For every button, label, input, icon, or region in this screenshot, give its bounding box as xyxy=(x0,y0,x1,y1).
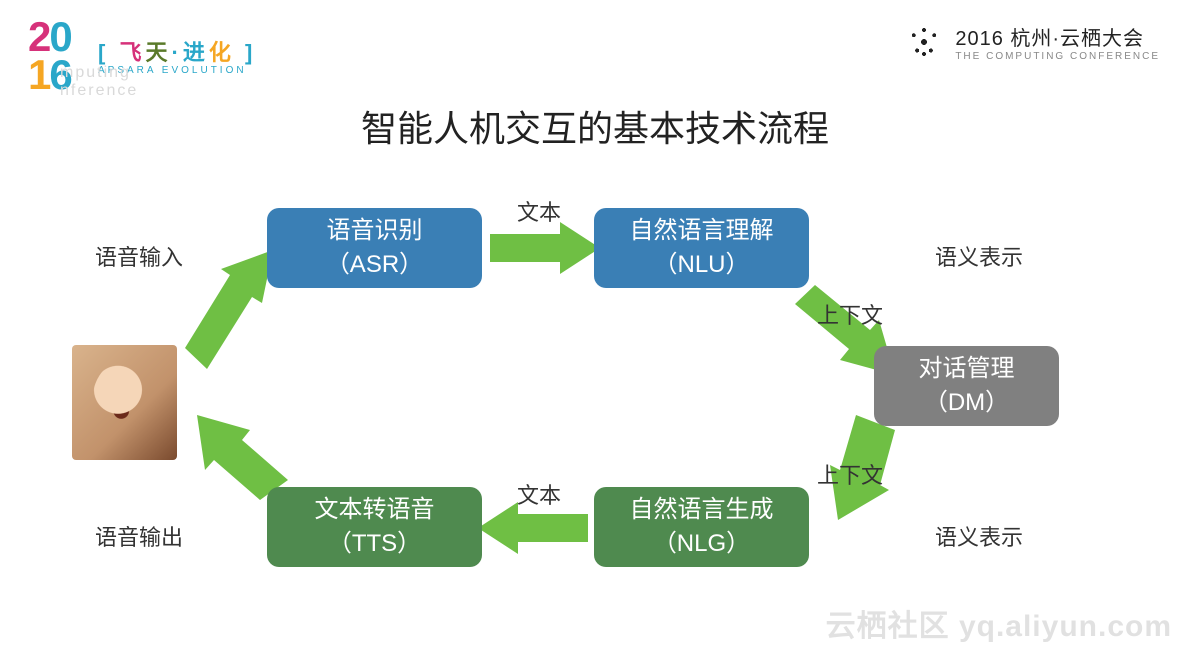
logo-right-line1: 2016 杭州·云栖大会 xyxy=(955,22,1160,51)
edge-label-e4: 语义表示 xyxy=(935,520,1023,552)
node-nlu-line2: （NLU） xyxy=(653,248,749,282)
node-nlu: 自然语言理解（NLU） xyxy=(594,208,809,288)
arrow-e2 xyxy=(490,222,600,274)
edge-label-e4-b: 上下文 xyxy=(817,458,883,490)
watermark: 云栖社区 yq.aliyun.com xyxy=(826,601,1172,645)
node-nlg-line2: （NLG） xyxy=(653,527,750,561)
node-asr-line2: （ASR） xyxy=(326,248,423,282)
node-nlg: 自然语言生成（NLG） xyxy=(594,487,809,567)
node-asr: 语音识别（ASR） xyxy=(267,208,482,288)
node-tts-line2: （TTS） xyxy=(328,527,421,561)
edge-label-e3-b: 上下文 xyxy=(817,298,883,330)
node-dm-line1: 对话管理 xyxy=(919,352,1015,386)
user-image xyxy=(72,345,177,460)
logo-left-faded-l1: mputing xyxy=(60,64,131,81)
node-dm: 对话管理（DM） xyxy=(874,346,1059,426)
logo-right-line2: THE COMPUTING CONFERENCE xyxy=(955,51,1160,62)
logo-left-faded: mputing nference xyxy=(60,64,138,99)
slide-stage: 20 16 [ 飞天·进化 ] APSARA EVOLUTION mputing… xyxy=(0,0,1190,655)
node-tts: 文本转语音（TTS） xyxy=(267,487,482,567)
yunqi-icon xyxy=(907,25,941,59)
node-dm-line2: （DM） xyxy=(924,386,1009,420)
arrow-e1 xyxy=(185,250,273,369)
logo-left-faded-l2: nference xyxy=(60,82,138,99)
node-nlu-line1: 自然语言理解 xyxy=(630,214,774,248)
slide-title: 智能人机交互的基本技术流程 xyxy=(0,100,1190,152)
node-tts-line1: 文本转语音 xyxy=(315,493,435,527)
node-nlg-line1: 自然语言生成 xyxy=(630,493,774,527)
edge-label-e5: 文本 xyxy=(517,478,561,510)
logo-right: 2016 杭州·云栖大会 THE COMPUTING CONFERENCE xyxy=(907,22,1160,62)
edge-label-e1: 语音输入 xyxy=(95,240,183,272)
edge-label-e6: 语音输出 xyxy=(95,520,183,552)
logo-apsara-cn: [ 飞天·进化 ] xyxy=(98,35,256,67)
edge-label-e3: 语义表示 xyxy=(935,240,1023,272)
node-asr-line1: 语音识别 xyxy=(327,214,423,248)
edge-label-e2: 文本 xyxy=(517,195,561,227)
